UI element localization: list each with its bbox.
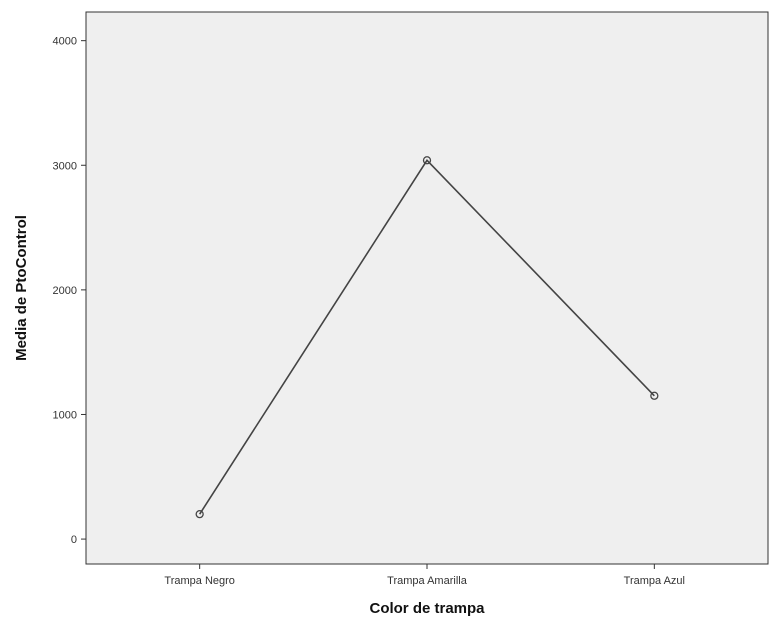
x-tick-label: Trampa Negro	[164, 575, 235, 587]
y-tick-label: 3000	[53, 160, 77, 172]
y-tick-label: 2000	[53, 285, 77, 297]
data-point-marker	[422, 156, 432, 165]
series-line	[198, 158, 655, 515]
y-axis: 0 1000 2000 3000 4000	[53, 36, 86, 546]
x-axis: Trampa Negro Trampa Amarilla Trampa Azul	[164, 564, 685, 587]
data-point-marker	[650, 391, 659, 400]
x-tick-label: Trampa Amarilla	[387, 575, 468, 587]
y-tick-label: 0	[71, 534, 77, 546]
y-tick-label: 1000	[53, 409, 77, 421]
y-tick-label: 4000	[53, 36, 77, 48]
x-tick-label: Trampa Azul	[624, 575, 685, 587]
data-point-marker	[195, 510, 204, 519]
y-axis-title: Media de PtoControl	[13, 215, 30, 361]
plot-area	[85, 11, 769, 565]
series-group	[195, 156, 659, 519]
x-axis-title: Color de trampa	[369, 600, 485, 617]
